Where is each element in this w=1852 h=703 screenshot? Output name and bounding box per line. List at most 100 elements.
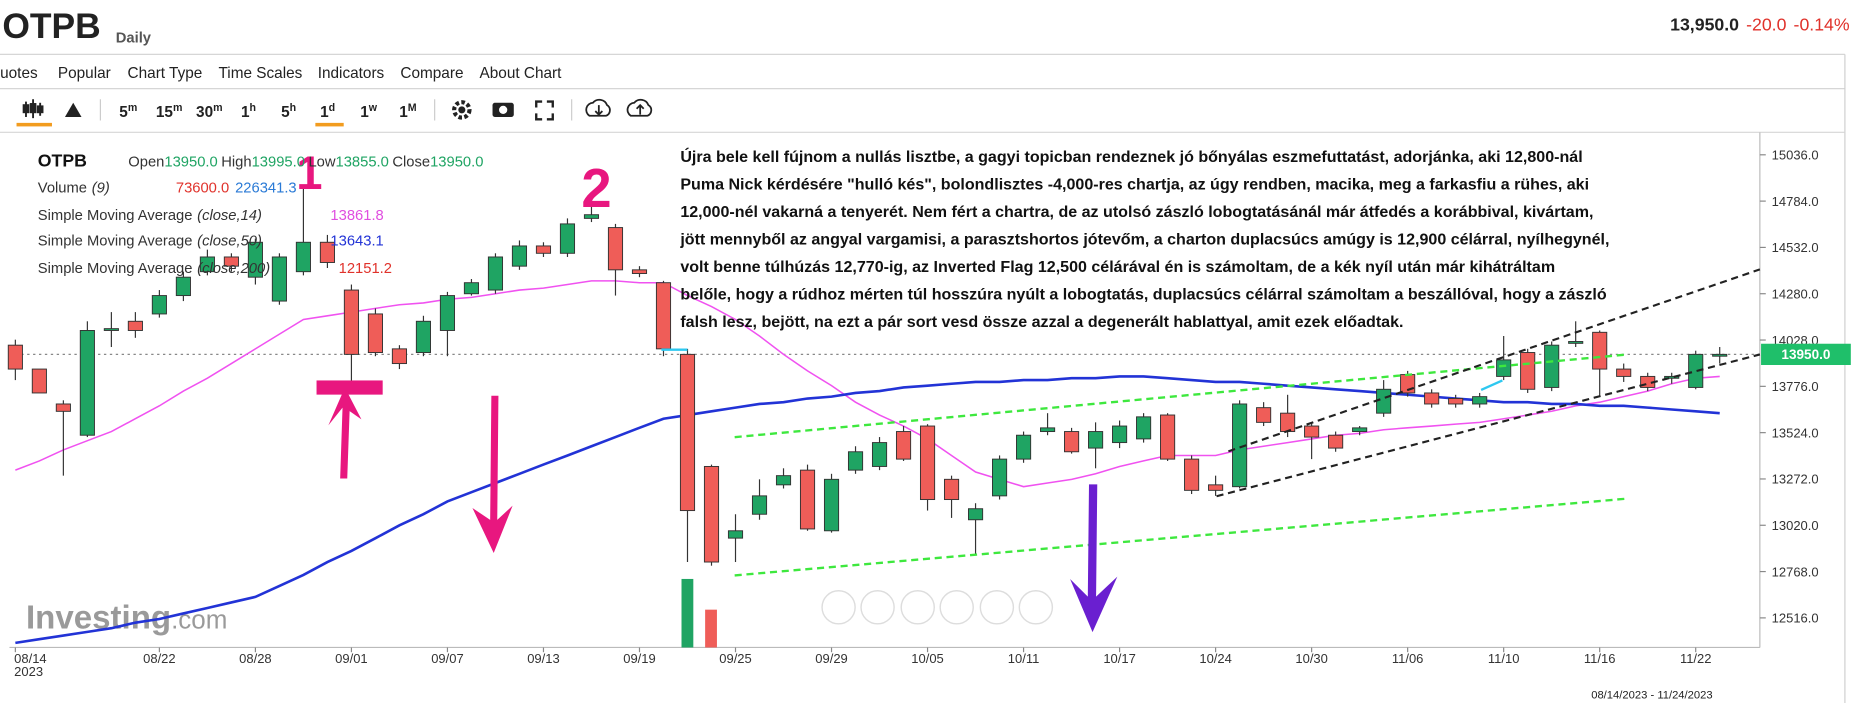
legend-symbol: OTPB (38, 151, 87, 171)
x-tick-label: 08/22 (143, 651, 175, 666)
annotation-line: volt benne túlhúzás 12,770-ig, az Invert… (680, 258, 1555, 276)
candle-body (823, 478, 840, 532)
fullscreen-icon[interactable] (535, 100, 554, 121)
candle-body (343, 289, 359, 355)
chart-navigation[interactable] (821, 590, 1054, 625)
time-frame[interactable]: 1w (360, 102, 378, 121)
trend-line (1216, 353, 1761, 498)
candle-body (967, 508, 984, 521)
candle-body (1064, 431, 1080, 453)
annotation-line: Újra bele kell fújnom a nullás lisztbe, … (680, 147, 1582, 166)
legend-volume: Volume (9) 73600.0 226341.3 (38, 181, 297, 197)
annotation-line: jött mennyből az angyal vargamisi, a par… (679, 230, 1609, 248)
candle-body (487, 256, 504, 291)
candle-body (175, 276, 191, 297)
x-tick-label: 09/01 (335, 651, 367, 666)
candle-body (703, 465, 720, 563)
tf-number: 15 (156, 104, 174, 121)
time-frame[interactable]: 1d (320, 102, 335, 121)
candle-body (1352, 427, 1368, 433)
candle-body (295, 241, 311, 273)
candle-body (1136, 416, 1152, 440)
x-tick-label: 08/28 (239, 651, 271, 666)
candle-body (1496, 359, 1512, 377)
candle-body (463, 282, 480, 295)
lg-param: (close,50) (197, 234, 262, 250)
lg-param: (close,14) (197, 208, 262, 224)
active-underline (315, 122, 344, 127)
y-tick-label: 14784.0 (1772, 194, 1819, 209)
y-tick-label: 12768.0 (1772, 564, 1819, 579)
y-tick-label: 12516.0 (1772, 611, 1819, 626)
area-icon[interactable] (64, 102, 82, 117)
candle-icon[interactable] (22, 99, 44, 119)
lg-value: 13643.1 (330, 234, 383, 250)
time-frame[interactable]: 1h (241, 102, 256, 121)
download-icon[interactable] (585, 98, 611, 117)
time-frame[interactable]: 1M (399, 102, 417, 121)
lg-label: Low (308, 155, 335, 171)
time-frame[interactable]: 5h (281, 102, 296, 121)
drawings (316, 268, 1761, 633)
time-frame[interactable]: 5m (119, 102, 137, 121)
candle-body (1328, 434, 1344, 449)
tf-number: 1 (360, 104, 369, 121)
x-tick-label: 11/16 (1584, 651, 1616, 666)
menu-item[interactable]: About Chart (480, 65, 563, 82)
menu-item[interactable]: Indicators (318, 65, 385, 82)
candle-body (607, 227, 624, 271)
upload-icon[interactable] (626, 98, 653, 117)
change-pct: -0.14% (1794, 15, 1850, 35)
watermark: Investing.com (26, 600, 227, 637)
menu-item[interactable]: Chart Type (128, 65, 203, 82)
candle-body (871, 442, 888, 467)
menu-item[interactable]: Time Scales (219, 65, 303, 82)
settings-icon[interactable] (452, 100, 472, 120)
trend-line (734, 497, 1628, 577)
candle-body (151, 295, 167, 315)
candle-body (1280, 412, 1296, 433)
menu-item[interactable]: Popular (58, 65, 111, 82)
menu-item[interactable]: Compare (400, 65, 463, 82)
x-tick-label: 10/17 (1103, 651, 1135, 666)
y-tick-label: 13524.0 (1772, 425, 1819, 440)
candle-body (535, 245, 552, 254)
candle-body (943, 478, 960, 501)
year-label: 2023 (14, 664, 43, 679)
candle-body (31, 368, 47, 394)
candle-body (1592, 331, 1608, 370)
candle-body (1712, 353, 1728, 357)
tf-unit: h (249, 102, 255, 114)
candle-body (511, 245, 528, 267)
candle-body (1160, 414, 1176, 460)
price-tag (1761, 343, 1851, 366)
x-tick-label: 09/13 (527, 651, 559, 666)
lg-label: Open (128, 155, 164, 171)
candle-body (1016, 434, 1032, 460)
pink-mark: 1 (296, 147, 322, 200)
active-underline (16, 122, 52, 127)
x-tick-label: 08/14 (14, 651, 46, 666)
time-frame[interactable]: 30m (196, 102, 223, 121)
candle-body (1568, 341, 1584, 344)
tf-number: 5 (281, 104, 290, 121)
tf-number: 5 (119, 104, 128, 121)
y-tick-label: 15036.0 (1772, 148, 1819, 163)
y-tick-label: 13272.0 (1772, 472, 1819, 487)
tf-number: 1 (399, 104, 408, 121)
camera-icon[interactable] (492, 102, 514, 117)
interval: Daily (116, 31, 152, 47)
candle-body (1040, 427, 1056, 433)
legend-sma: Simple Moving Average (close,14) 13861.8 (38, 208, 384, 224)
annotation-line: belőle, hogy a rúdhoz mérten túl hosszúr… (680, 286, 1607, 304)
candle-body (55, 403, 71, 412)
candle-body (79, 330, 95, 436)
menu-item[interactable]: Quotes (0, 65, 38, 82)
x-tick-label: 10/24 (1199, 651, 1231, 666)
marker-line (1480, 379, 1503, 391)
candle-body (655, 282, 672, 350)
tf-number: 1 (241, 104, 250, 121)
lg-label: Simple Moving Average (38, 208, 193, 224)
trend-line (734, 353, 1628, 439)
time-frame[interactable]: 15m (156, 102, 183, 121)
